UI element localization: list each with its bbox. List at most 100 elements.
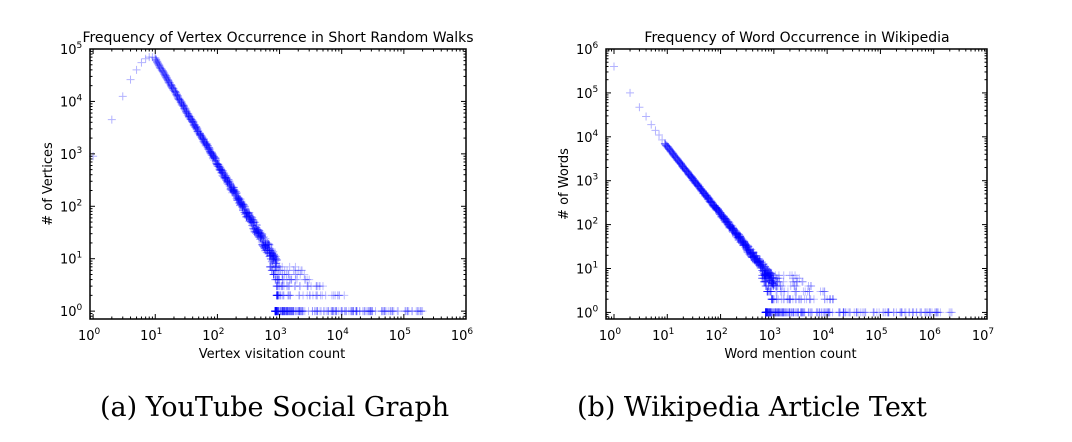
data-point bbox=[269, 270, 278, 279]
data-point bbox=[209, 152, 218, 161]
data-point bbox=[662, 141, 671, 150]
data-point bbox=[695, 182, 704, 191]
data-point bbox=[191, 122, 200, 131]
data-point bbox=[215, 161, 224, 170]
data-point bbox=[288, 307, 297, 316]
data-point bbox=[665, 145, 674, 154]
data-point bbox=[297, 307, 306, 316]
data-point bbox=[220, 173, 229, 182]
data-point bbox=[366, 307, 375, 316]
data-point bbox=[712, 204, 721, 213]
data-point bbox=[151, 55, 160, 64]
data-point bbox=[706, 197, 715, 206]
data-point bbox=[285, 262, 294, 271]
data-point bbox=[295, 307, 304, 316]
data-point bbox=[311, 307, 320, 316]
data-point bbox=[261, 238, 270, 247]
data-point bbox=[272, 307, 281, 316]
data-point bbox=[286, 291, 295, 300]
data-point bbox=[242, 207, 251, 216]
data-point bbox=[258, 240, 267, 249]
data-point bbox=[198, 132, 207, 141]
data-point bbox=[329, 307, 338, 316]
data-point bbox=[661, 139, 670, 148]
data-point bbox=[278, 262, 287, 271]
data-point bbox=[189, 118, 198, 127]
data-point bbox=[704, 193, 713, 202]
data-point bbox=[173, 92, 182, 101]
data-point bbox=[266, 262, 275, 271]
data-point bbox=[303, 282, 312, 291]
data-point bbox=[685, 170, 694, 179]
data-point bbox=[151, 53, 160, 62]
data-point bbox=[107, 115, 116, 124]
data-point bbox=[697, 186, 706, 195]
data-point bbox=[316, 307, 325, 316]
x-tick-labels: 100 101 102 103 104 105 106 107 bbox=[599, 327, 994, 344]
data-point bbox=[160, 70, 169, 79]
data-point bbox=[214, 160, 223, 169]
data-point bbox=[706, 196, 715, 205]
data-point bbox=[186, 113, 195, 122]
data-point bbox=[215, 165, 224, 174]
data-point bbox=[223, 179, 232, 188]
data-point bbox=[222, 176, 231, 185]
data-point bbox=[213, 160, 222, 169]
data-point bbox=[257, 238, 266, 247]
data-point bbox=[201, 137, 210, 146]
data-point bbox=[690, 177, 699, 186]
data-point bbox=[290, 266, 299, 275]
data-point bbox=[200, 139, 209, 148]
data-point bbox=[162, 73, 171, 82]
data-point bbox=[177, 98, 186, 107]
data-point bbox=[364, 307, 373, 316]
data-point bbox=[145, 53, 154, 62]
data-point bbox=[702, 191, 711, 200]
data-point bbox=[394, 307, 403, 316]
data-point bbox=[717, 211, 726, 220]
data-point bbox=[686, 171, 695, 180]
data-point bbox=[254, 225, 263, 234]
data-point bbox=[651, 126, 660, 135]
data-point bbox=[185, 112, 194, 121]
data-point bbox=[712, 203, 721, 212]
data-point bbox=[284, 291, 293, 300]
data-point bbox=[690, 176, 699, 185]
data-point bbox=[299, 291, 308, 300]
data-point bbox=[241, 205, 250, 214]
data-point bbox=[665, 145, 674, 154]
data-point bbox=[698, 189, 707, 198]
data-point bbox=[671, 153, 680, 162]
data-point bbox=[691, 178, 700, 187]
data-point bbox=[225, 177, 234, 186]
data-point bbox=[691, 178, 700, 187]
data-point bbox=[176, 97, 185, 106]
data-point bbox=[687, 173, 696, 182]
data-point bbox=[694, 182, 703, 191]
data-point bbox=[677, 160, 686, 169]
data-point bbox=[304, 282, 313, 291]
data-point bbox=[313, 282, 322, 291]
data-point bbox=[693, 180, 702, 189]
data-point bbox=[242, 213, 251, 222]
data-point bbox=[418, 307, 427, 316]
data-point bbox=[181, 105, 190, 114]
data-point bbox=[269, 270, 278, 279]
data-point bbox=[682, 167, 691, 176]
data-point bbox=[179, 101, 188, 110]
data-point bbox=[271, 307, 280, 316]
data-point bbox=[688, 174, 697, 183]
data-point bbox=[687, 173, 696, 182]
data-point bbox=[234, 196, 243, 205]
data-point bbox=[263, 246, 272, 255]
data-point bbox=[188, 117, 197, 126]
y-axis-label: # of Vertices bbox=[41, 142, 56, 226]
data-point bbox=[690, 178, 699, 187]
data-point bbox=[242, 209, 251, 218]
data-point bbox=[172, 88, 181, 97]
data-point bbox=[213, 159, 222, 168]
data-point bbox=[360, 307, 369, 316]
data-point bbox=[674, 156, 683, 165]
data-point bbox=[205, 145, 214, 154]
data-point bbox=[708, 199, 717, 208]
